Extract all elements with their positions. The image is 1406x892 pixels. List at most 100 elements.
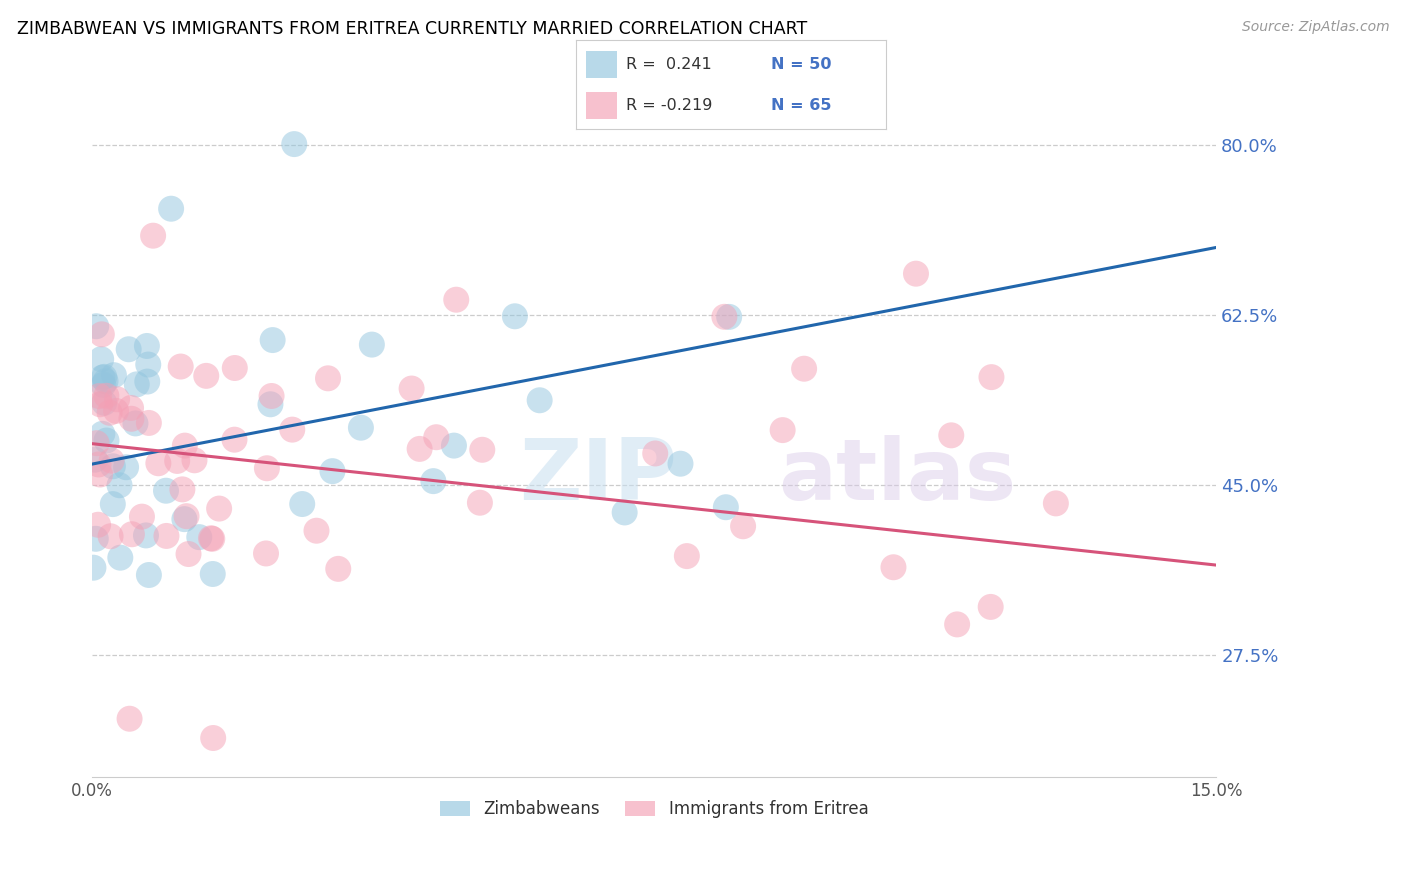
Text: N = 50: N = 50 — [772, 57, 832, 71]
Point — [93, 369, 115, 384]
Point — [260, 389, 283, 403]
Point — [118, 343, 141, 357]
Text: ZIP: ZIP — [519, 434, 678, 517]
Point — [90, 352, 112, 367]
Point — [138, 568, 160, 582]
Point — [84, 319, 107, 334]
Point — [160, 202, 183, 216]
Point — [224, 433, 246, 447]
Point — [98, 406, 121, 420]
FancyBboxPatch shape — [586, 92, 617, 119]
Point — [503, 310, 526, 324]
Point — [120, 411, 142, 425]
Point — [110, 550, 132, 565]
Point — [281, 423, 304, 437]
Point — [401, 382, 423, 396]
Point — [131, 509, 153, 524]
Point — [124, 417, 146, 431]
Point — [644, 446, 666, 460]
Point — [980, 370, 1002, 384]
Point — [733, 519, 755, 533]
Text: N = 65: N = 65 — [772, 98, 832, 112]
Point — [93, 377, 115, 392]
Point — [82, 560, 104, 574]
Point — [718, 310, 741, 324]
Point — [422, 474, 444, 488]
Point — [173, 512, 195, 526]
Point — [155, 483, 177, 498]
Point — [904, 267, 927, 281]
Point — [84, 532, 107, 546]
Point — [105, 404, 128, 418]
Point — [443, 439, 465, 453]
Point — [90, 327, 112, 342]
Point — [173, 439, 195, 453]
Point — [108, 478, 131, 492]
Point — [208, 501, 231, 516]
Point — [100, 453, 122, 467]
Point — [135, 339, 157, 353]
Point — [201, 566, 224, 581]
Point — [170, 359, 193, 374]
Point — [316, 371, 339, 385]
Point — [142, 228, 165, 243]
Point — [259, 397, 281, 411]
Point — [183, 453, 205, 467]
Point — [91, 370, 114, 384]
Point — [613, 505, 636, 519]
Point — [120, 401, 142, 415]
Point — [772, 423, 794, 437]
Point — [941, 428, 963, 442]
Point — [136, 375, 159, 389]
Point — [118, 712, 141, 726]
Point — [87, 458, 110, 472]
Point — [256, 461, 278, 475]
Point — [93, 396, 115, 410]
Point — [121, 527, 143, 541]
Point — [188, 530, 211, 544]
Point — [446, 293, 468, 307]
Point — [96, 389, 118, 403]
Point — [100, 529, 122, 543]
Point — [155, 529, 177, 543]
Point — [103, 368, 125, 383]
Point — [224, 361, 246, 376]
Point — [166, 454, 188, 468]
Point — [350, 420, 373, 434]
Point — [101, 497, 124, 511]
Point — [195, 368, 218, 383]
Point — [84, 452, 107, 467]
Point — [425, 430, 447, 444]
Point — [328, 562, 350, 576]
Point — [86, 436, 108, 450]
Point — [882, 560, 904, 574]
Text: ZIMBABWEAN VS IMMIGRANTS FROM ERITREA CURRENTLY MARRIED CORRELATION CHART: ZIMBABWEAN VS IMMIGRANTS FROM ERITREA CU… — [17, 20, 807, 37]
Point — [125, 377, 148, 392]
Point — [793, 361, 815, 376]
Text: atlas: atlas — [778, 434, 1017, 517]
Text: Source: ZipAtlas.com: Source: ZipAtlas.com — [1241, 20, 1389, 34]
Point — [254, 546, 277, 560]
Point — [360, 337, 382, 351]
Point — [136, 358, 159, 372]
Point — [176, 509, 198, 524]
FancyBboxPatch shape — [586, 51, 617, 78]
Point — [96, 434, 118, 448]
Point — [172, 483, 194, 497]
Point — [135, 528, 157, 542]
Point — [713, 310, 735, 324]
Point — [669, 457, 692, 471]
Text: R =  0.241: R = 0.241 — [626, 57, 711, 71]
Point — [305, 524, 328, 538]
Point — [1045, 496, 1067, 510]
Point — [529, 393, 551, 408]
Legend: Zimbabweans, Immigrants from Eritrea: Zimbabweans, Immigrants from Eritrea — [433, 793, 875, 824]
Point — [87, 517, 110, 532]
Point — [980, 599, 1002, 614]
Point — [676, 549, 699, 563]
Point — [177, 547, 200, 561]
Point — [283, 137, 305, 152]
Point — [89, 389, 111, 403]
Point — [115, 460, 138, 475]
Point — [105, 392, 128, 407]
